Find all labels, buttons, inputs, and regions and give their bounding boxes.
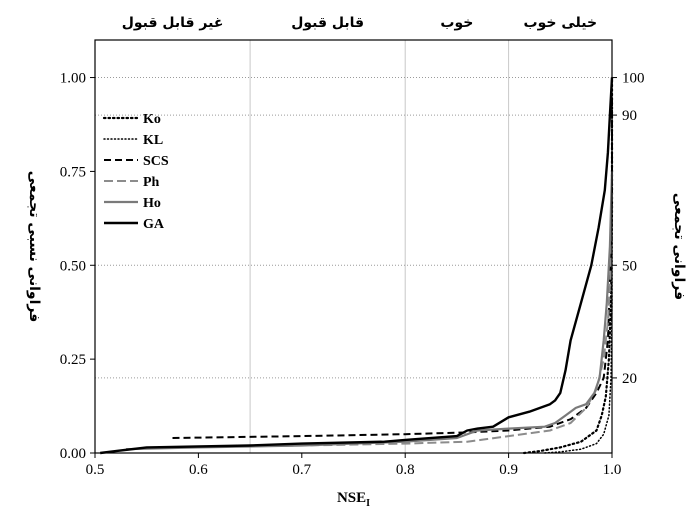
category-band-label: خیلی خوب <box>524 15 598 31</box>
y-tick-label: 1.00 <box>60 71 86 87</box>
category-band-label: قابل قبول <box>291 15 364 31</box>
y-tick-label: 0.50 <box>60 258 86 274</box>
x-axis-title: NSEI <box>337 490 370 509</box>
right-tick-label: 50 <box>622 258 637 274</box>
y-tick-label: 0.75 <box>60 164 86 180</box>
legend-label-ga: GA <box>143 217 165 232</box>
category-band-label: غیر قابل قبول <box>122 15 224 31</box>
x-tick-label: 0.9 <box>499 462 518 478</box>
legend-label-kl: KL <box>143 133 163 148</box>
right-tick-label: 90 <box>622 108 637 124</box>
series-line-ga <box>100 77 614 455</box>
legend-label-ph: Ph <box>143 175 160 190</box>
tick-layer: 0.5 0.6 0.7 0.8 0.9 1.0 0.00 0.25 0.50 0.75 1.00 10… <box>60 71 645 478</box>
legend-label-ho: Ho <box>143 196 161 211</box>
series-line-scs <box>172 96 613 439</box>
category-band-label: خوب <box>440 15 473 31</box>
legend-label-scs: SCS <box>143 154 169 169</box>
x-tick-label: 0.6 <box>189 462 208 478</box>
x-tick-label: 1.0 <box>603 462 622 478</box>
y-tick-label: 0.00 <box>60 446 86 462</box>
legend-label-ko: Ko <box>143 112 161 127</box>
plot-frame <box>94 39 613 454</box>
y-tick-label: 0.25 <box>60 352 86 368</box>
x-axis-title-main: NSE <box>337 490 366 506</box>
y-axis-title-left: فراوانی نسبی تجمعی <box>26 171 42 323</box>
x-axis-title-subscript: I <box>366 498 370 509</box>
right-tick-label: 20 <box>622 371 637 387</box>
right-tick-label: 100 <box>622 71 645 87</box>
x-tick-label: 0.5 <box>86 462 105 478</box>
category-band-labels: غیر قابل قبول قابل قبول خوب خیلی خوب <box>122 15 597 31</box>
y-axis-title-right: فراوانی تجمعی <box>671 193 687 300</box>
x-tick-label: 0.7 <box>292 462 311 478</box>
x-tick-label: 0.8 <box>396 462 415 478</box>
series-line-ko <box>522 76 614 455</box>
series-line-ph <box>167 190 613 449</box>
series-line-kl <box>544 133 613 454</box>
legend: Ko KL SCS Ph Ho GA <box>102 112 169 232</box>
grid-layer <box>95 40 612 453</box>
